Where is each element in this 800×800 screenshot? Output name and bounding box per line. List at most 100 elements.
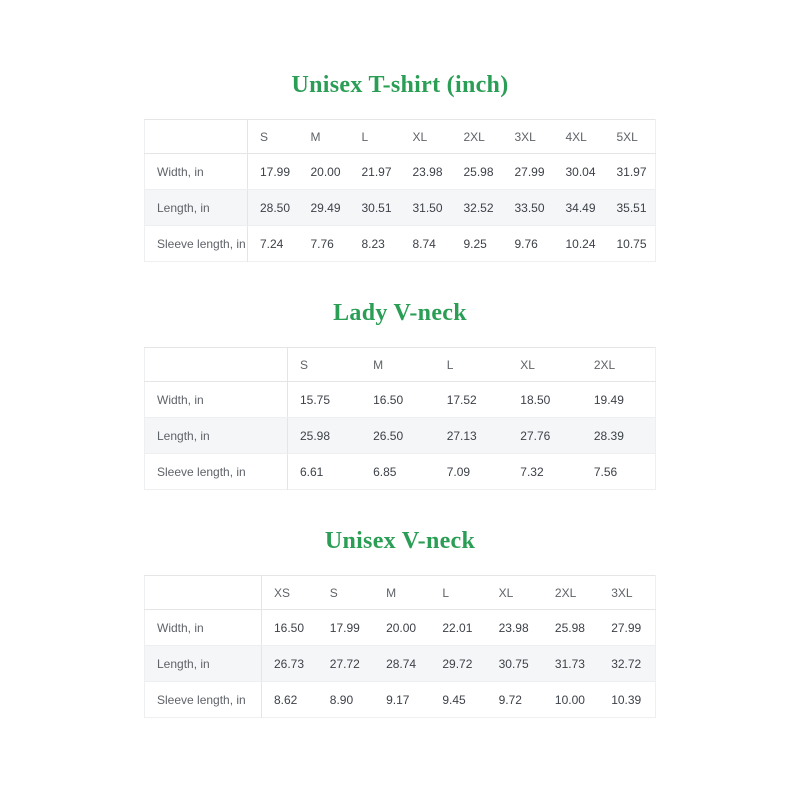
size-column-header: 2XL bbox=[581, 347, 656, 382]
size-column-header: XS bbox=[261, 575, 318, 610]
measurement-value: 9.72 bbox=[498, 692, 522, 707]
size-header-row: S M L XL 2XL bbox=[144, 347, 656, 382]
size-column-header: 3XL bbox=[502, 119, 554, 154]
measurement-value: 27.99 bbox=[502, 153, 554, 190]
measurement-value: 31.50 bbox=[400, 189, 452, 226]
size-column-header: 2XL bbox=[451, 119, 503, 154]
measurement-value: 33.50 bbox=[502, 189, 554, 226]
measurement-value: 9.17 bbox=[386, 692, 410, 707]
measurement-value: 28.50 bbox=[247, 189, 299, 226]
measurement-value: 35.51 bbox=[604, 189, 656, 226]
measurement-value: 10.00 bbox=[554, 692, 585, 707]
size-chart-section: Lady V-neck S M L XL 2XL Width, in 15.75 16.50… bbox=[144, 300, 656, 490]
measurement-row: Width, in 16.50 17.99 20.00 22.01 23.98 25.98 2… bbox=[144, 609, 656, 646]
measurement-value: 10.75 bbox=[616, 236, 647, 251]
measurement-label: Width, in bbox=[144, 153, 248, 190]
measurement-value: 7.24 bbox=[260, 236, 284, 251]
measurement-value: 7.09 bbox=[446, 464, 471, 479]
size-table: S M L XL 2XL Width, in 15.75 16.50 17.52 18.50 19… bbox=[144, 347, 656, 490]
measurement-value: 21.97 bbox=[349, 153, 401, 190]
size-column-header: 2XL bbox=[542, 575, 600, 610]
measurement-value: 22.01 bbox=[430, 609, 487, 646]
size-chart-section: Unisex T-shirt (inch) S M L XL 2XL 3XL 4XL 5XL … bbox=[144, 72, 656, 262]
size-column-header: M bbox=[374, 575, 431, 610]
measurement-value: 31.73 bbox=[542, 645, 600, 682]
measurement-value: 27.76 bbox=[508, 417, 582, 454]
measurement-value: 23.98 bbox=[400, 153, 452, 190]
measurement-row: Width, in 17.99 20.00 21.97 23.98 25.98 27.99 3… bbox=[144, 153, 656, 190]
measurement-label: Sleeve length, in bbox=[144, 225, 248, 262]
measurement-row: Length, in 25.98 26.50 27.13 27.76 28.39 bbox=[144, 417, 656, 454]
measurement-value: 18.50 bbox=[508, 381, 582, 418]
measurement-value: 17.52 bbox=[434, 381, 509, 418]
size-column-header: 4XL bbox=[553, 119, 605, 154]
size-column-header: S bbox=[287, 347, 362, 382]
measurement-label: Length, in bbox=[144, 417, 288, 454]
measurement-value: 9.25 bbox=[463, 236, 487, 251]
corner-cell bbox=[144, 119, 248, 154]
measurement-value: 25.98 bbox=[287, 417, 362, 454]
size-column-header: L bbox=[430, 575, 487, 610]
measurement-value: 20.00 bbox=[374, 609, 431, 646]
chart-title: Lady V-neck bbox=[333, 300, 467, 326]
measurement-value: 17.99 bbox=[247, 153, 299, 190]
measurement-value: 28.74 bbox=[374, 645, 431, 682]
measurement-label: Length, in bbox=[144, 645, 262, 682]
size-table: S M L XL 2XL 3XL 4XL 5XL Width, in 17.99 20.00 21.… bbox=[144, 119, 656, 262]
corner-cell bbox=[144, 347, 288, 382]
measurement-value: 9.45 bbox=[442, 692, 466, 707]
size-column-header: 5XL bbox=[604, 119, 656, 154]
measurement-value: 29.49 bbox=[298, 189, 350, 226]
chart-title: Unisex T-shirt (inch) bbox=[291, 72, 509, 98]
size-column-header: M bbox=[298, 119, 350, 154]
chart-title: Unisex V-neck bbox=[324, 528, 476, 554]
measurement-row: Sleeve length, in 6.61 6.85 7.09 7.32 7.56 bbox=[144, 453, 656, 490]
size-header-row: S M L XL 2XL 3XL 4XL 5XL bbox=[144, 119, 656, 154]
size-header-row: XS S M L XL 2XL 3XL bbox=[144, 575, 656, 610]
measurement-value: 25.98 bbox=[542, 609, 600, 646]
measurement-row: Length, in 28.50 29.49 30.51 31.50 32.52 33.50… bbox=[144, 189, 656, 226]
measurement-value: 8.74 bbox=[412, 236, 436, 251]
size-column-header: S bbox=[247, 119, 299, 154]
measurement-label: Width, in bbox=[144, 381, 288, 418]
measurement-value: 28.39 bbox=[581, 417, 656, 454]
measurement-value: 30.75 bbox=[486, 645, 543, 682]
measurement-row: Length, in 26.73 27.72 28.74 29.72 30.75 31.73… bbox=[144, 645, 656, 682]
measurement-value: 7.56 bbox=[593, 464, 618, 479]
measurement-value: 10.24 bbox=[565, 236, 596, 251]
measurement-value: 7.76 bbox=[310, 236, 334, 251]
measurement-value: 8.23 bbox=[361, 236, 385, 251]
measurement-value: 29.72 bbox=[430, 645, 487, 682]
measurement-value: 8.62 bbox=[274, 692, 298, 707]
measurement-value: 23.98 bbox=[486, 609, 543, 646]
measurement-value: 9.76 bbox=[514, 236, 538, 251]
corner-cell bbox=[144, 575, 262, 610]
size-column-header: M bbox=[361, 347, 435, 382]
measurement-value: 6.61 bbox=[300, 464, 324, 479]
measurement-value: 6.85 bbox=[373, 464, 397, 479]
size-chart-section: Unisex V-neck XS S M L XL 2XL 3XL Width, in 16.… bbox=[144, 528, 656, 718]
measurement-value: 27.99 bbox=[599, 609, 656, 646]
measurement-label: Sleeve length, in bbox=[144, 453, 288, 490]
measurement-value: 32.72 bbox=[599, 645, 656, 682]
measurement-label: Sleeve length, in bbox=[144, 681, 262, 718]
measurement-value: 20.00 bbox=[298, 153, 350, 190]
measurement-row: Sleeve length, in 7.24 7.76 8.23 8.74 9.25 9.7… bbox=[144, 225, 656, 262]
measurement-value: 19.49 bbox=[581, 381, 656, 418]
measurement-value: 26.50 bbox=[361, 417, 435, 454]
measurement-label: Width, in bbox=[144, 609, 262, 646]
measurement-value: 30.04 bbox=[553, 153, 605, 190]
size-column-header: S bbox=[317, 575, 375, 610]
measurement-value: 32.52 bbox=[451, 189, 503, 226]
measurement-value: 30.51 bbox=[349, 189, 401, 226]
measurement-label: Length, in bbox=[144, 189, 248, 226]
size-table: XS S M L XL 2XL 3XL Width, in 16.50 17.99 20.00 22… bbox=[144, 575, 656, 718]
measurement-value: 27.72 bbox=[317, 645, 375, 682]
size-column-header: 3XL bbox=[599, 575, 656, 610]
measurement-row: Width, in 15.75 16.50 17.52 18.50 19.49 bbox=[144, 381, 656, 418]
size-column-header: XL bbox=[400, 119, 452, 154]
measurement-value: 15.75 bbox=[287, 381, 362, 418]
measurement-row: Sleeve length, in 8.62 8.90 9.17 9.45 9.72 10.… bbox=[144, 681, 656, 718]
size-column-header: XL bbox=[508, 347, 582, 382]
measurement-value: 7.32 bbox=[520, 464, 544, 479]
